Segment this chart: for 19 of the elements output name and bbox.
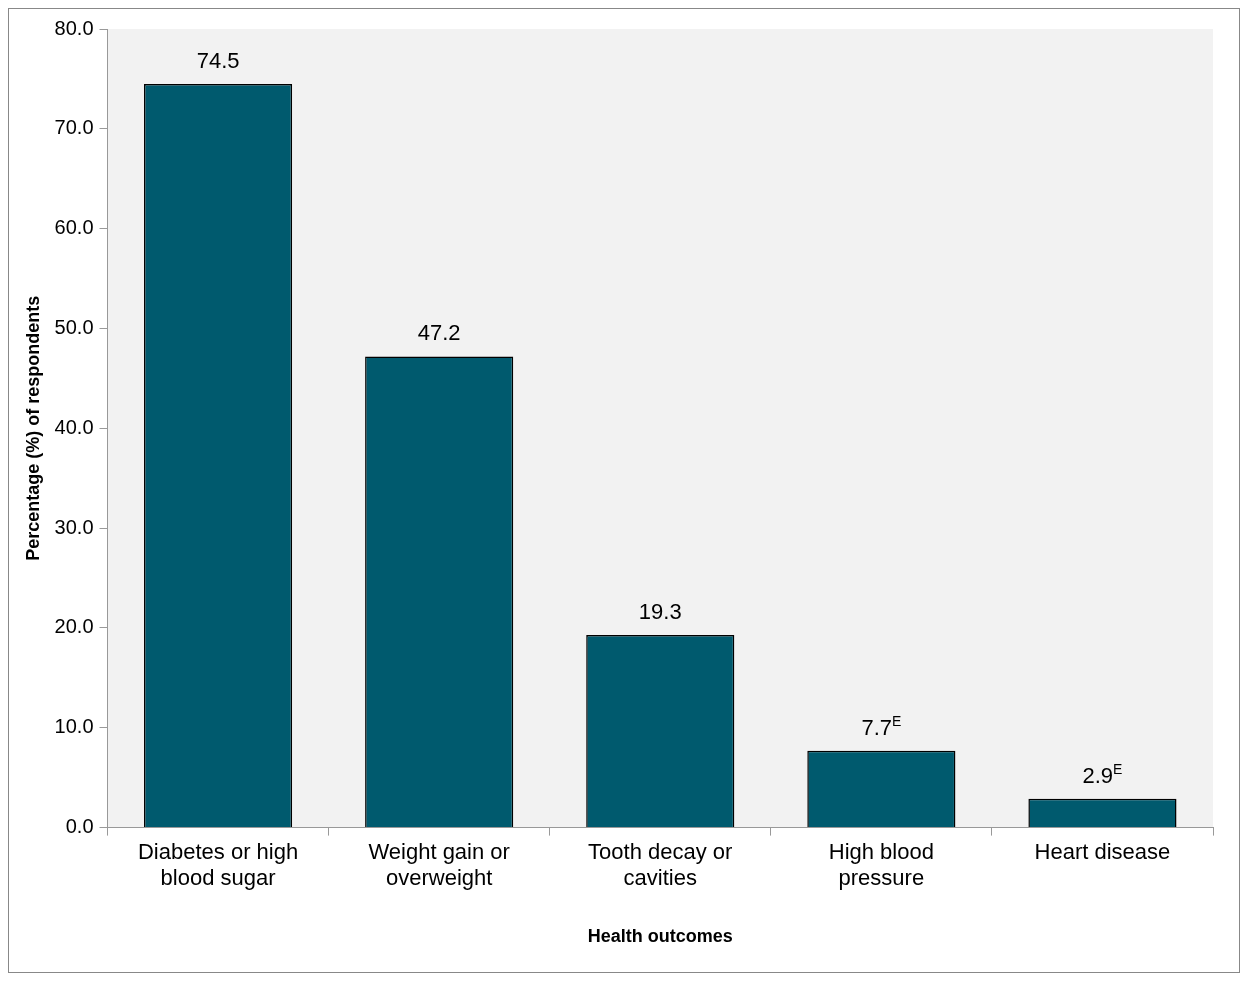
data-label: 74.5 <box>196 47 240 73</box>
data-label: 19.3 <box>638 598 682 624</box>
data-label: 47.2 <box>417 320 461 346</box>
y-tick-label: 50.0 <box>54 315 94 338</box>
x-axis-title: Health outcomes <box>587 926 733 947</box>
x-tick-label: High blood pressure <box>828 838 934 891</box>
y-tick-label: 70.0 <box>54 116 94 139</box>
y-tick-label: 30.0 <box>54 515 94 538</box>
x-tick-label: Heart disease <box>1034 838 1171 864</box>
y-tick-label: 0.0 <box>65 815 94 838</box>
x-tick-label: Weight gain or overweight <box>368 838 510 891</box>
y-tick-label: 10.0 <box>54 715 94 738</box>
x-tick-label: Tooth decay or cavities <box>588 838 733 891</box>
y-tick-label: 60.0 <box>54 216 94 239</box>
y-tick-label: 20.0 <box>54 615 94 638</box>
y-axis-title: Percentage (%) of respondents <box>22 295 43 561</box>
y-tick-label: 40.0 <box>54 415 94 438</box>
x-tick-label: Diabetes or high blood sugar <box>137 838 299 891</box>
y-tick-label: 80.0 <box>54 16 94 39</box>
